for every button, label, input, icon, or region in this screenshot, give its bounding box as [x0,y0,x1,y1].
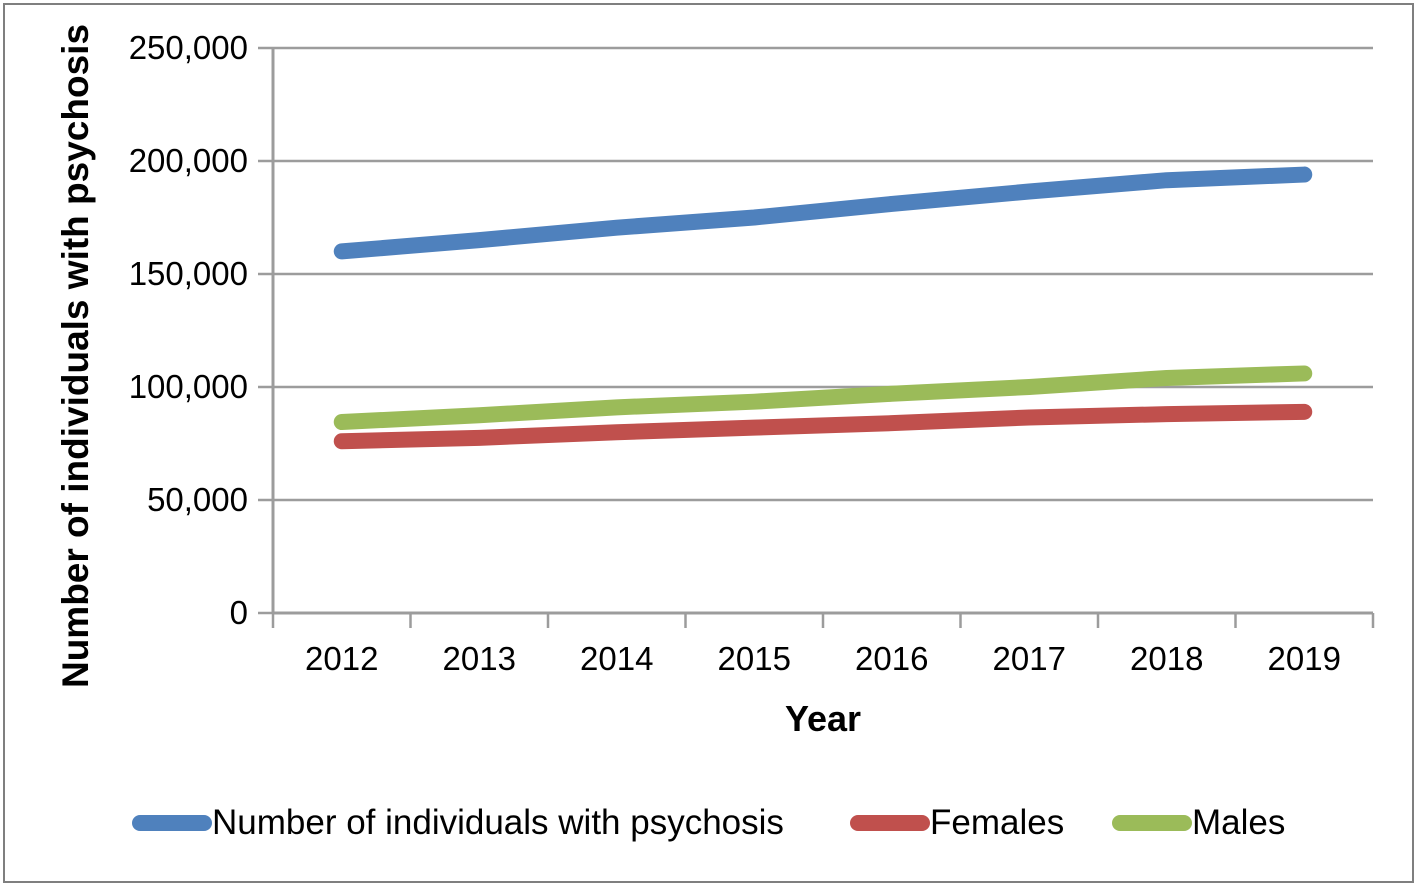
x-axis-tick-label: 2012 [305,640,379,677]
legend-label-females: Females [930,803,1065,842]
y-axis-tick-label: 50,000 [147,481,248,518]
x-axis-tick-label: 2013 [442,640,516,677]
data-line [333,166,1313,260]
data-line [333,365,1313,431]
y-axis-tick-label: 100,000 [128,368,248,405]
y-axis-tick-label: 200,000 [128,142,248,179]
x-axis-tick-label: 2016 [855,640,929,677]
legend-swatch-females [850,815,930,831]
legend-item-females: Females [850,803,1064,843]
legend-label-males: Males [1192,803,1286,842]
x-axis-tick-label: 2014 [580,640,654,677]
legend-swatch-males [1112,815,1192,831]
legend-item-total: Number of individuals with psychosis [132,803,784,843]
x-axis-tick-label: 2018 [1130,640,1204,677]
x-axis-tick-label: 2019 [1267,640,1341,677]
x-axis-title: Year [784,698,862,739]
y-axis-title: Number of individuals with psychosis [55,23,96,689]
x-axis-tick-label: 2015 [717,640,791,677]
legend-swatch-total [132,815,212,831]
y-axis-tick-label: 0 [229,594,248,631]
x-axis-tick-label: 2017 [992,640,1066,677]
y-axis-tick-label: 150,000 [128,255,248,292]
legend-label-total: Number of individuals with psychosis [212,803,784,842]
legend-item-males: Males [1112,803,1285,843]
y-axis-tick-label: 250,000 [128,29,248,66]
data-line [333,403,1313,450]
